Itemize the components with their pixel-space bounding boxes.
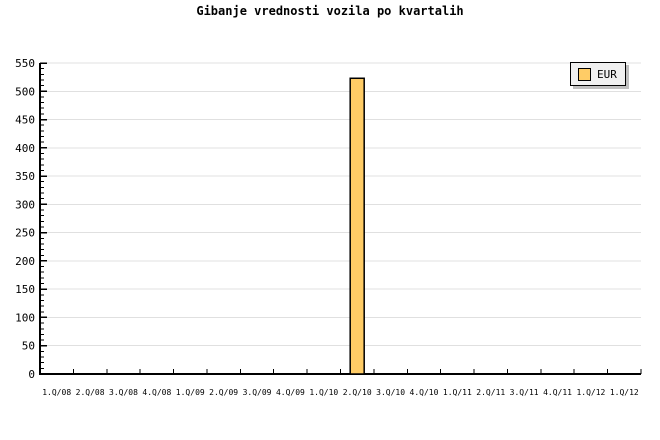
x-tick-label: 3.Q/10 bbox=[376, 388, 405, 397]
y-tick-label: 0 bbox=[28, 368, 35, 381]
x-tick-label: 1.Q/10 bbox=[309, 388, 338, 397]
y-tick-label: 150 bbox=[15, 283, 35, 296]
y-tick-label: 400 bbox=[15, 142, 35, 155]
y-tick-label: 350 bbox=[15, 170, 35, 183]
x-tick-label: 3.Q/11 bbox=[510, 388, 539, 397]
legend-swatch-icon bbox=[578, 67, 591, 81]
y-tick-label: 300 bbox=[15, 198, 35, 211]
y-tick-label: 500 bbox=[15, 85, 35, 98]
y-tick-label: 250 bbox=[15, 227, 35, 240]
x-tick-label: 1.Q/08 bbox=[42, 388, 71, 397]
legend: EUR bbox=[570, 62, 626, 86]
chart-title: Gibanje vrednosti vozila po kvartalih bbox=[196, 4, 464, 18]
bar bbox=[349, 77, 365, 375]
x-tick-label: 2.Q/11 bbox=[476, 388, 505, 397]
x-tick-label: 1.Q/11 bbox=[443, 388, 472, 397]
x-tick-label: 3.Q/09 bbox=[243, 388, 272, 397]
x-tick-label: 2.Q/09 bbox=[209, 388, 238, 397]
y-tick-label: 450 bbox=[15, 114, 35, 127]
legend-series-label: EUR bbox=[597, 67, 617, 81]
y-tick-label: 50 bbox=[22, 340, 35, 353]
x-tick-label: 2.Q/10 bbox=[343, 388, 372, 397]
x-tick-label: 4.Q/08 bbox=[142, 388, 171, 397]
x-tick-label: 1.Q/12 bbox=[576, 388, 605, 397]
x-tick-label: 1.Q/09 bbox=[176, 388, 205, 397]
x-tick-label: 4.Q/11 bbox=[543, 388, 572, 397]
x-tick-label: 4.Q/10 bbox=[410, 388, 439, 397]
x-tick-label: 3.Q/08 bbox=[109, 388, 138, 397]
x-tick-label: 1.Q/12 bbox=[610, 388, 639, 397]
y-tick-label: 200 bbox=[15, 255, 35, 268]
y-tick-label: 550 bbox=[15, 57, 35, 70]
x-tick-label: 4.Q/09 bbox=[276, 388, 305, 397]
x-tick-label: 2.Q/08 bbox=[76, 388, 105, 397]
y-tick-label: 100 bbox=[15, 311, 35, 324]
